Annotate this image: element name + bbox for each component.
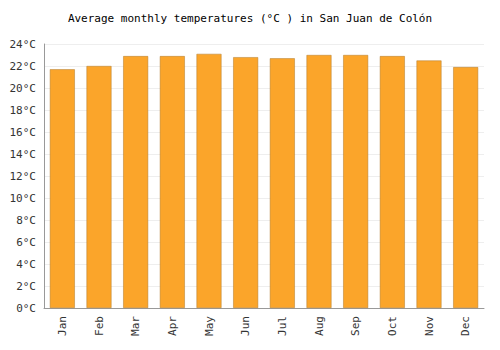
svg-text:Feb: Feb (93, 316, 106, 336)
svg-text:4°C: 4°C (16, 258, 36, 271)
svg-text:Jul: Jul (276, 316, 289, 336)
svg-text:10°C: 10°C (10, 192, 37, 205)
svg-text:Sep: Sep (349, 316, 362, 336)
svg-text:2°C: 2°C (16, 280, 36, 293)
svg-text:6°C: 6°C (16, 236, 36, 249)
svg-text:14°C: 14°C (10, 148, 37, 161)
svg-text:8°C: 8°C (16, 214, 36, 227)
svg-text:May: May (203, 316, 216, 336)
svg-text:Oct: Oct (386, 316, 399, 336)
svg-text:12°C: 12°C (10, 170, 37, 183)
svg-text:20°C: 20°C (10, 82, 37, 95)
svg-text:18°C: 18°C (10, 104, 37, 117)
svg-text:16°C: 16°C (10, 126, 37, 139)
svg-text:Nov: Nov (423, 316, 436, 336)
svg-text:0°C: 0°C (16, 302, 36, 315)
svg-text:Jun: Jun (239, 316, 252, 336)
svg-text:Mar: Mar (129, 316, 142, 336)
svg-text:24°C: 24°C (10, 38, 37, 51)
svg-text:22°C: 22°C (10, 60, 37, 73)
svg-text:Average monthly temperatures (: Average monthly temperatures (°C ) in Sa… (68, 12, 432, 25)
svg-text:Dec: Dec (459, 316, 472, 336)
svg-text:Apr: Apr (166, 316, 179, 336)
svg-text:Aug: Aug (313, 316, 326, 336)
svg-text:Jan: Jan (56, 316, 69, 336)
